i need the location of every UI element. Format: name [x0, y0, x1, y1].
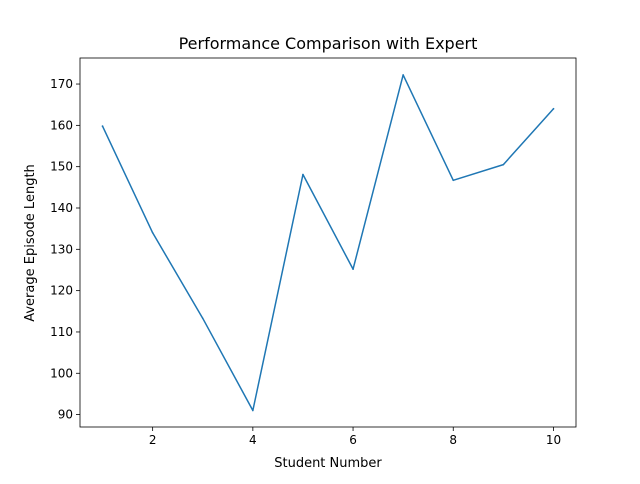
data-point [452, 179, 455, 182]
x-tick-label: 10 [546, 433, 561, 447]
data-point [201, 317, 204, 320]
y-tick-label: 90 [58, 408, 73, 422]
data-point [402, 74, 404, 76]
data-point [352, 268, 354, 270]
y-tick-label: 170 [50, 77, 73, 91]
data-point [552, 108, 555, 110]
data-point [151, 231, 154, 234]
x-tick-label: 2 [149, 433, 157, 447]
y-tick-label: 100 [50, 366, 73, 380]
y-tick-label: 140 [50, 201, 73, 215]
y-tick-label: 150 [50, 160, 73, 174]
y-axis-label: Average Episode Length [23, 164, 38, 322]
data-point [101, 125, 104, 127]
y-tick-label: 110 [50, 325, 73, 339]
plot-area: 2 4 6 8 10 90 100 110 120 130 140 150 160 170 [50, 57, 577, 447]
chart-title: Performance Comparison with Expert [179, 34, 478, 53]
data-point [302, 173, 304, 176]
plot-frame [79, 57, 577, 428]
y-tick-label: 120 [50, 284, 73, 298]
y-tick-label: 130 [50, 242, 73, 256]
x-tick-label: 8 [449, 433, 457, 447]
y-tick-label: 160 [50, 118, 73, 132]
series-line [101, 74, 555, 412]
x-tick-label: 6 [349, 433, 357, 447]
data-point [502, 163, 505, 166]
data-point [252, 409, 254, 412]
x-tick-label: 4 [249, 433, 257, 447]
x-axis-label: Student Number [274, 456, 382, 471]
